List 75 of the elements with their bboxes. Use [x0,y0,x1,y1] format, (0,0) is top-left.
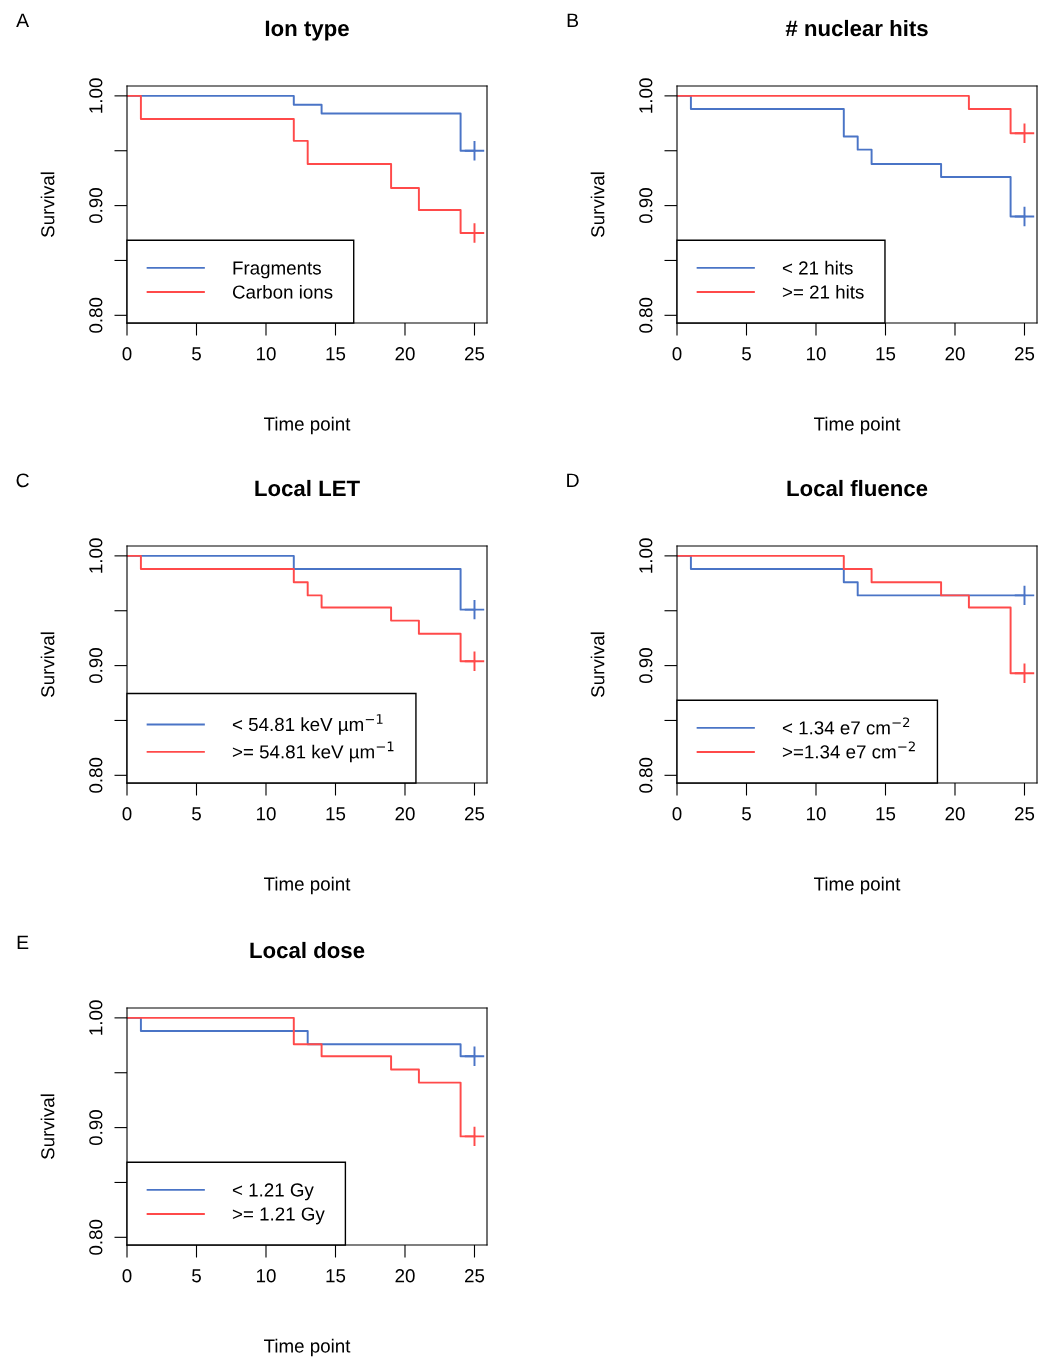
x-tick-label: 25 [1015,347,1035,361]
y-tick-label: 0.90 [639,188,653,224]
x-axis-title: Time point [264,876,351,895]
x-tick-label: 20 [945,807,965,821]
legend-label: Carbon ions [232,284,333,299]
x-tick-label: 0 [122,807,132,821]
legend-label: Fragments [233,261,321,279]
y-axis-title: Survival [40,1094,55,1159]
x-tick-label: 0 [122,1269,132,1283]
text: A [16,13,30,28]
x-tick-label: 25 [465,1269,485,1283]
x-axis-title: Time point [264,416,351,435]
y-tick-label: 1.00 [89,538,103,573]
y-tick-label: 0.80 [89,297,103,333]
legend-label: < 1.21 Gy [232,1183,314,1201]
x-tick-label: 5 [742,347,751,361]
y-tick-label: 0.90 [89,1110,103,1146]
x-tick-label: 5 [192,1269,201,1283]
y-axis-title: Survival [590,172,605,237]
x-axis-title: Time point [814,416,901,435]
x-tick-label: 10 [807,347,826,361]
x-tick-label: 10 [257,347,276,361]
chart-title: Local dose [250,941,365,959]
x-tick-label: 20 [945,347,965,361]
text: C [16,473,29,488]
x-tick-label: 25 [1015,807,1035,821]
x-tick-label: 10 [257,807,276,821]
x-tick-label: 10 [807,807,826,821]
x-tick-label: 20 [395,1269,415,1283]
x-tick-label: 15 [326,347,346,361]
x-tick-label: 20 [395,347,415,361]
text: E [17,935,29,950]
x-axis-title: Time point [264,1338,351,1357]
x-tick-label: 15 [876,807,896,821]
x-tick-label: 10 [257,1269,276,1283]
legend-label: >=1.34 e7 cm$^{−2}$ [782,741,915,759]
y-axis-title: Survival [590,632,605,697]
x-tick-label: 15 [326,807,346,821]
legend-label: < 54.81 keV µm$^{−1}$ [232,714,383,735]
y-tick-label: 0.80 [639,297,653,333]
x-tick-label: 0 [672,807,682,821]
x-tick-label: 5 [742,807,751,821]
legend-label: >= 1.21 Gy [232,1207,325,1225]
chart-title: Local fluence [787,479,928,497]
x-tick-label: 25 [465,807,485,821]
chart-title: Ion type [265,20,349,41]
x-tick-label: 25 [465,347,485,361]
y-tick-label: 0.90 [89,648,103,684]
chart-title: Local LET [255,479,360,497]
y-tick-label: 1.00 [639,78,653,113]
y-tick-label: 0.80 [639,757,653,793]
y-tick-label: 0.90 [639,648,653,684]
y-tick-label: 0.80 [89,757,103,793]
y-tick-label: 0.80 [89,1219,103,1255]
x-tick-label: 20 [395,807,415,821]
y-axis-title: Survival [40,172,55,237]
y-axis-title: Survival [40,632,55,697]
text: D [567,473,579,488]
text: B [567,13,579,28]
x-tick-label: 15 [326,1269,346,1283]
y-tick-label: 1.00 [639,538,653,573]
x-tick-label: 0 [672,347,682,361]
legend-label: >= 54.81 keV µm$^{−1}$ [232,741,394,763]
x-tick-label: 5 [192,807,201,821]
y-tick-label: 1.00 [89,78,103,113]
y-tick-label: 1.00 [89,1000,103,1035]
y-tick-label: 0.90 [89,188,103,224]
legend-label: < 21 hits [782,260,853,275]
legend-label: < 1.34 e7 cm$^{−2}$ [782,717,910,735]
legend-label: >= 21 hits [782,284,864,299]
x-tick-label: 0 [122,347,132,361]
x-tick-label: 15 [876,347,896,361]
x-tick-label: 5 [192,347,201,361]
chart-title: # nuclear hits [785,19,928,37]
x-axis-title: Time point [814,876,901,895]
